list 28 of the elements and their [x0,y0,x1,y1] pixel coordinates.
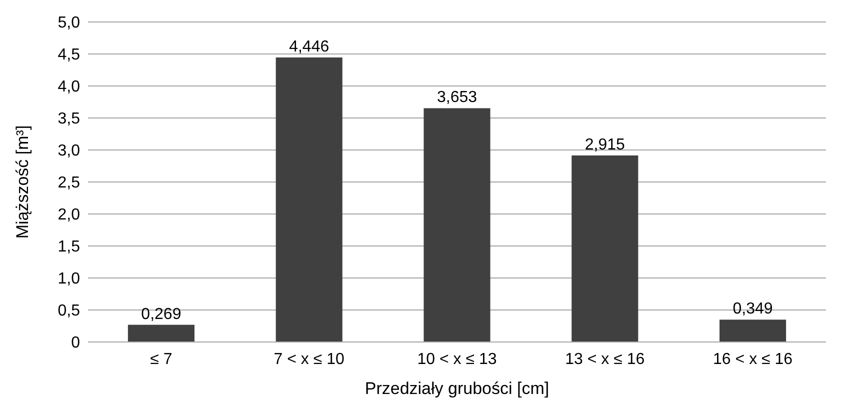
x-tick-label: ≤ 7 [150,351,172,368]
data-label: 4,446 [289,38,330,56]
y-tick-label: 4,5 [58,46,80,64]
x-tick-label: 10 < x ≤ 13 [417,351,497,368]
y-tick-label: 0,5 [58,302,80,320]
y-tick-label: 3,0 [58,142,80,160]
y-tick-label: 1,0 [58,270,80,288]
y-tick-label: 5,0 [58,14,80,32]
y-tick-label: 2,0 [58,206,80,224]
data-label: 2,915 [584,136,626,154]
y-tick-label: 4,0 [58,78,80,96]
y-tick-label: 1,5 [58,238,80,256]
y-tick-label: 3,5 [58,110,80,128]
bar [276,57,342,342]
data-label: 0,269 [141,306,182,323]
x-tick-label: 13 < x ≤ 16 [565,351,645,368]
bar [720,320,786,342]
y-tick-label: 0 [71,334,80,352]
x-axis-title: Przedziały grubości [cm] [364,379,550,398]
bar [424,108,490,342]
data-label: 0,349 [732,300,773,318]
x-tick-label: 7 < x ≤ 10 [274,351,345,368]
y-axis-title: Miąższość [m³] [13,125,32,239]
data-label: 3,653 [436,89,478,106]
x-tick-label: 16 < x ≤ 16 [713,351,793,368]
bar [572,155,638,342]
y-tick-label: 2,5 [58,174,80,192]
bar [128,324,194,342]
